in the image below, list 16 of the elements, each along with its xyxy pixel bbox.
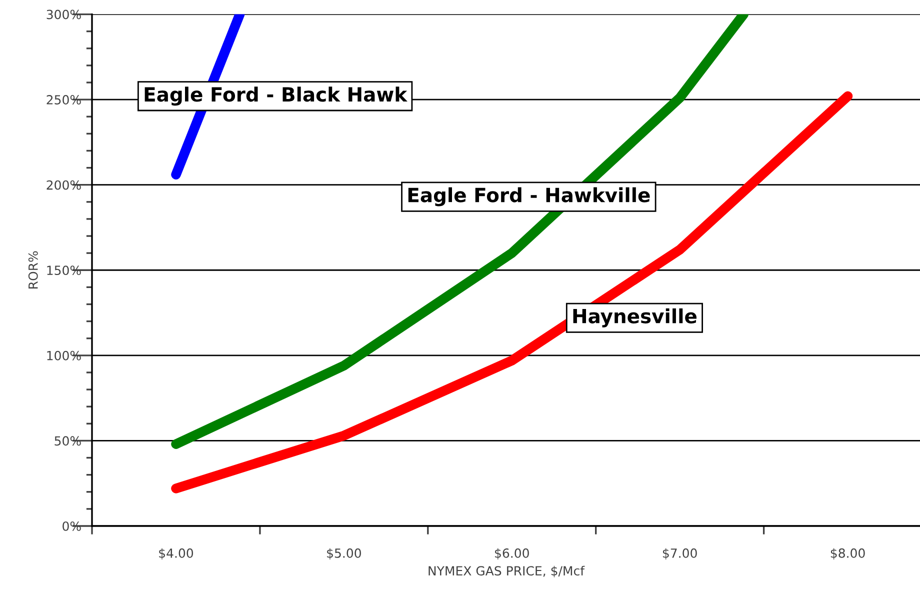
y-tick-label: 300% xyxy=(46,10,81,20)
x-tick-label: $7.00 xyxy=(662,548,697,560)
y-axis-title: ROR% xyxy=(28,251,38,288)
x-tick-label: $5.00 xyxy=(327,548,361,560)
y-tick-label: 100% xyxy=(47,350,81,360)
y-tick-label: 150% xyxy=(47,266,81,276)
y-tick-label: 0% xyxy=(62,521,81,531)
series-label: Eagle Ford - Hawkville xyxy=(408,187,650,206)
x-axis-title: NYMEX GAS PRICE, $/Mcf xyxy=(428,566,585,578)
x-tick-label: $6.00 xyxy=(495,548,529,560)
series-label: Haynesville xyxy=(573,308,696,328)
x-tick-label: $4.00 xyxy=(159,548,194,560)
text: Eagle Ford - Black Hawk xyxy=(144,86,408,106)
x-tick-label: $8.00 xyxy=(830,548,865,560)
y-tick-label: 250% xyxy=(46,95,81,104)
y-tick-label: 200% xyxy=(46,180,81,190)
